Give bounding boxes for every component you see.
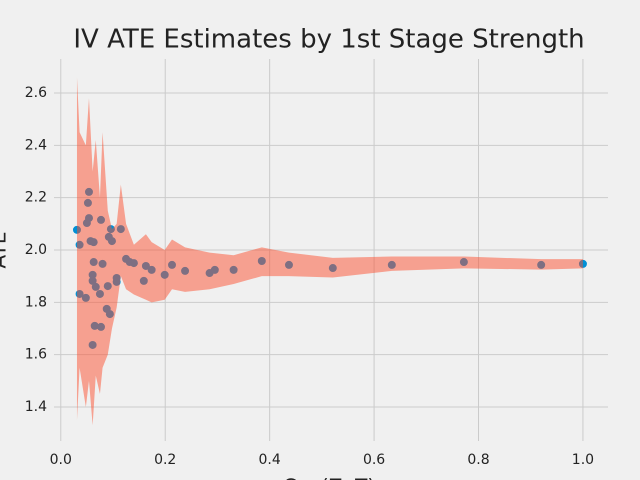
chart-title: IV ATE Estimates by 1st Stage Strength [73,25,584,55]
y-axis-label: ATE [0,232,11,269]
y-tick-label: 2.2 [25,190,47,206]
x-tick-label: 0.6 [363,452,385,468]
confidence-band [76,77,583,426]
x-tick-label: 0.0 [50,452,72,468]
y-tick-label: 2.6 [25,85,47,101]
x-tick-label: 0.2 [154,452,176,468]
y-tick-label: 2.0 [25,242,47,258]
x-tick-label: 0.8 [467,452,489,468]
x-axis-label: Cov(Z, T) [283,475,375,480]
y-tick-label: 1.4 [25,399,47,415]
y-tick-label: 1.6 [25,347,47,363]
x-tick-label: 1.0 [572,452,594,468]
y-tick-label: 2.4 [25,137,47,153]
x-tick-label: 0.4 [259,452,281,468]
y-tick-label: 1.8 [25,294,47,310]
